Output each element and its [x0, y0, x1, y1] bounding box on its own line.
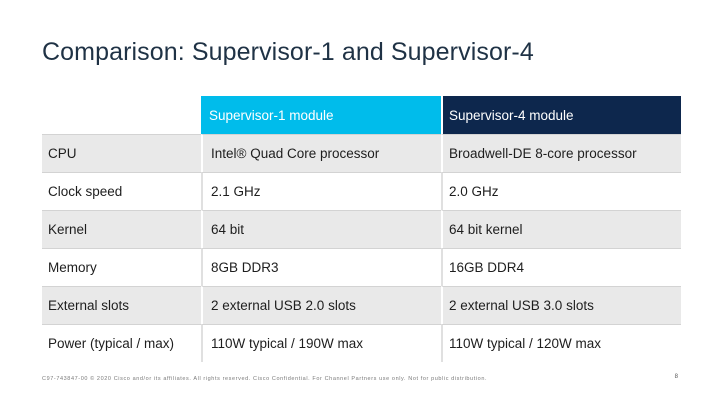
- sup4-value: 2.0 GHz: [441, 172, 681, 210]
- row-label: CPU: [42, 134, 201, 172]
- comparison-table: Supervisor-1 module Supervisor-4 module …: [42, 96, 681, 362]
- sup1-value: 64 bit: [201, 210, 441, 248]
- sup4-value: 110W typical / 120W max: [441, 324, 681, 362]
- sup1-value: 2 external USB 2.0 slots: [201, 286, 441, 324]
- row-label: Memory: [42, 248, 201, 286]
- row-label: Kernel: [42, 210, 201, 248]
- row-label: Power (typical / max): [42, 324, 201, 362]
- sup1-value: 2.1 GHz: [201, 172, 441, 210]
- sup4-value: 2 external USB 3.0 slots: [441, 286, 681, 324]
- table-header-corner: [42, 96, 201, 134]
- sup4-value: 64 bit kernel: [441, 210, 681, 248]
- column-header-supervisor-4: Supervisor-4 module: [443, 96, 681, 134]
- sup4-value: 16GB DDR4: [441, 248, 681, 286]
- sup1-value: 110W typical / 190W max: [201, 324, 441, 362]
- page-title: Comparison: Supervisor-1 and Supervisor-…: [42, 38, 534, 66]
- sup1-value: 8GB DDR3: [201, 248, 441, 286]
- sup1-value: Intel® Quad Core processor: [201, 134, 441, 172]
- sup4-value: Broadwell-DE 8-core processor: [441, 134, 681, 172]
- column-header-supervisor-1: Supervisor-1 module: [201, 96, 441, 134]
- row-label: Clock speed: [42, 172, 201, 210]
- row-label: External slots: [42, 286, 201, 324]
- footer-disclaimer: C97-743847-00 © 2020 Cisco and/or its af…: [42, 376, 488, 382]
- page-number: 8: [674, 374, 678, 380]
